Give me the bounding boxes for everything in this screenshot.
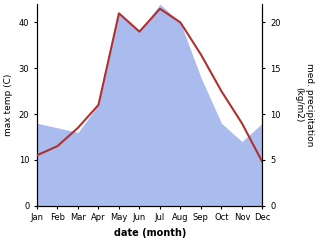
Y-axis label: max temp (C): max temp (C) — [4, 74, 13, 136]
X-axis label: date (month): date (month) — [114, 228, 186, 238]
Y-axis label: med. precipitation
(kg/m2): med. precipitation (kg/m2) — [294, 63, 314, 147]
